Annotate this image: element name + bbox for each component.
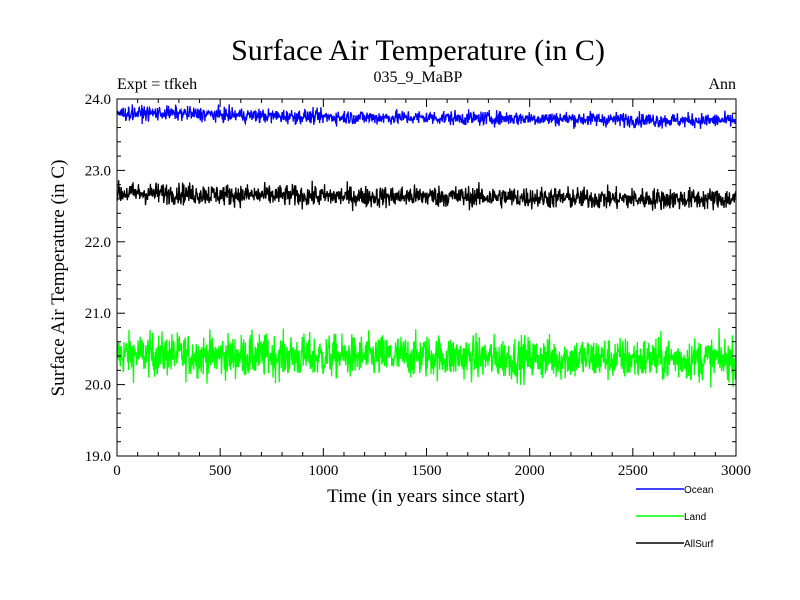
axis-layer: 0 500 1000 1500 2000 2500 3000 19.0 20.0 21.0 22.0… — [85, 92, 751, 479]
series-line-ocean — [116, 104, 737, 129]
x-tick-label: 1000 — [308, 463, 338, 479]
plot-frame — [116, 98, 737, 457]
experiment-label: Expt = tfkeh — [117, 76, 197, 93]
y-tick-label: 24.0 — [85, 92, 111, 108]
chart-subtitle: 035_9_MaBP — [374, 69, 463, 86]
y-tick-label: 20.0 — [85, 378, 111, 394]
x-tick-label: 500 — [209, 463, 232, 479]
legend: Ocean Land AllSurf — [636, 485, 714, 550]
legend-label-ocean: Ocean — [684, 485, 713, 496]
chart-title: Surface Air Temperature (in C) — [231, 34, 605, 67]
legend-label-allsurf: AllSurf — [684, 539, 714, 550]
legend-label-land: Land — [684, 512, 706, 523]
y-tick-label: 23.0 — [85, 163, 111, 179]
series-layer — [116, 104, 737, 388]
x-axis-label: Time (in years since start) — [327, 486, 525, 507]
x-tick-label: 3000 — [721, 463, 751, 479]
y-tick-label: 19.0 — [85, 449, 111, 465]
series-line-allsurf — [116, 180, 737, 212]
season-label: Ann — [708, 76, 736, 93]
y-tick-label: 21.0 — [85, 306, 111, 322]
series-line-land — [116, 327, 737, 388]
y-tick-label: 22.0 — [85, 235, 111, 251]
x-tick-label: 2000 — [515, 463, 545, 479]
y-axis-label: Surface Air Temperature (in C) — [48, 160, 69, 397]
x-tick-label: 2500 — [618, 463, 648, 479]
x-tick-label: 0 — [113, 463, 121, 479]
x-tick-label: 1500 — [412, 463, 442, 479]
